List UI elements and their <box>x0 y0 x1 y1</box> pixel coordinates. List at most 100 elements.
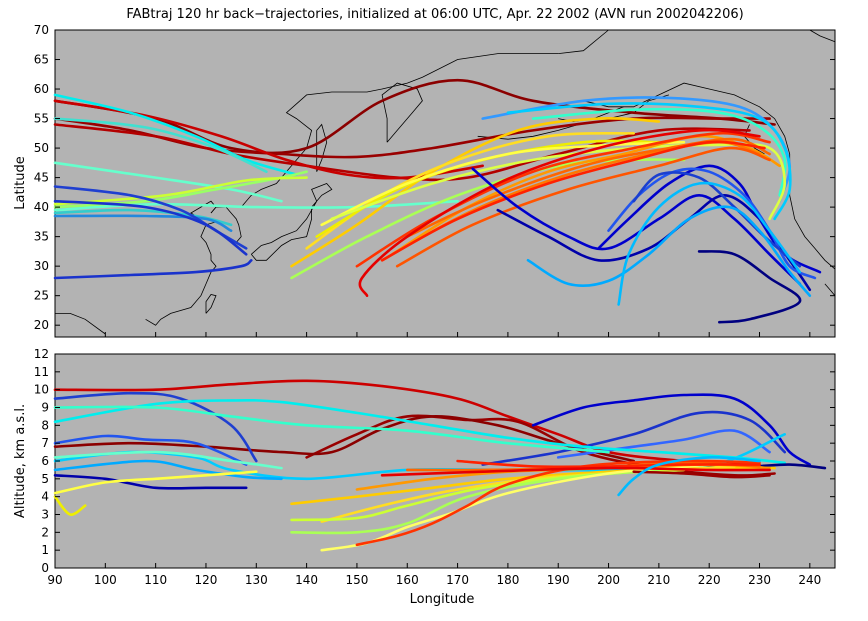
latitude-trajectory-32 <box>471 167 802 286</box>
latitude-trajectory-39 <box>697 250 802 324</box>
latitude-trajectory-10 <box>53 161 283 203</box>
altitude-tick-label: 3 <box>41 508 49 522</box>
latitude-trajectory-38 <box>617 181 802 306</box>
latitude-trajectory-12 <box>53 176 308 206</box>
latitude-tick-labels: 20 25 30 35 40 45 50 55 60 65 70 <box>34 23 835 337</box>
altitude-trajectory-27 <box>380 466 771 477</box>
coastline-3 <box>250 183 333 261</box>
altitude-trajectory-11 <box>53 398 786 465</box>
latitude-tick-label: 70 <box>34 23 49 37</box>
coastline-16 <box>809 29 836 43</box>
latitude-trajectory-15 <box>53 214 233 232</box>
latitude-trajectory-14 <box>53 208 233 227</box>
latitude-trajectory-17 <box>53 199 248 256</box>
latitude-trajectory-4 <box>53 99 484 180</box>
longitude-tick-label: 100 <box>94 573 117 587</box>
latitude-trajectory-31 <box>358 128 761 297</box>
latitude-trajectory-19 <box>290 116 661 268</box>
latitude-tick-label: 30 <box>34 259 49 273</box>
latitude-trajectory-27 <box>406 137 771 238</box>
longitude-tick-label: 150 <box>345 573 368 587</box>
longitude-axis-label: Longitude <box>410 592 475 607</box>
longitude-tick-label: 110 <box>144 573 167 587</box>
coastline-7 <box>145 200 217 326</box>
chart-title: FABtraj 120 hr back−trajectories, initia… <box>126 7 743 22</box>
latitude-tick-label: 45 <box>34 171 49 185</box>
longitude-tick-label: 210 <box>647 573 670 587</box>
latitude-trajectory-7 <box>531 107 787 197</box>
latitude-trajectory-37 <box>526 205 812 297</box>
latitude-trajectory-22 <box>320 140 686 227</box>
latitude-trajectories <box>53 78 822 324</box>
latitude-trajectory-9 <box>53 117 268 173</box>
altitude-trajectories <box>53 379 827 552</box>
latitude-tick-label: 50 <box>34 141 49 155</box>
altitude-trajectory-10 <box>53 459 283 481</box>
altitude-trajectory-4 <box>53 391 258 463</box>
longitude-tick-label: 190 <box>547 573 570 587</box>
altitude-tick-label: 9 <box>41 401 49 415</box>
coastline-1 <box>240 53 559 208</box>
altitude-tick-label: 7 <box>41 436 49 450</box>
latitude-trajectory-1 <box>53 78 776 155</box>
latitude-trajectory-8 <box>53 93 298 176</box>
latitude-tick-label: 40 <box>34 200 49 214</box>
latitude-trajectory-6 <box>506 102 792 221</box>
longitude-tick-label: 140 <box>295 573 318 587</box>
altitude-tick-label: 6 <box>41 454 49 468</box>
latitude-axis-label: Latitude <box>13 156 28 210</box>
latitude-tick-label: 35 <box>34 230 49 244</box>
altitude-trajectory-28 <box>632 470 771 479</box>
altitude-trajectory-6 <box>481 410 786 466</box>
coastline-9 <box>558 29 609 54</box>
latitude-tick-label: 55 <box>34 112 49 126</box>
altitude-tick-label: 2 <box>41 525 49 539</box>
latitude-tick-label: 20 <box>34 318 49 332</box>
altitude-trajectory-1 <box>53 379 761 466</box>
longitude-tick-label: 220 <box>698 573 721 587</box>
latitude-trajectory-30 <box>380 140 766 262</box>
altitude-tick-label: 8 <box>41 418 49 432</box>
altitude-tick-label: 1 <box>41 543 49 557</box>
longitude-tick-label: 200 <box>597 573 620 587</box>
latitude-tick-label: 25 <box>34 289 49 303</box>
longitude-tick-labels: 90 100 110 120 130 140 150 160 170 180 190 200 210 22… <box>47 563 821 587</box>
longitude-tick-label: 240 <box>798 573 821 587</box>
altitude-trajectory-13 <box>53 450 283 470</box>
altitude-tick-label: 0 <box>41 561 49 575</box>
altitude-trajectory-26 <box>456 459 761 469</box>
altitude-tick-label: 5 <box>41 472 49 486</box>
altitude-tick-label: 10 <box>34 383 49 397</box>
longitude-tick-label: 230 <box>748 573 771 587</box>
top-plot-area <box>54 29 836 338</box>
altitude-tick-label: 4 <box>41 490 49 504</box>
longitude-tick-label: 130 <box>245 573 268 587</box>
altitude-trajectory-12 <box>53 405 610 454</box>
altitude-trajectory-2 <box>305 414 776 477</box>
altitude-trajectory-14 <box>53 474 248 490</box>
longitude-tick-label: 120 <box>195 573 218 587</box>
altitude-trajectory-17 <box>53 495 87 516</box>
altitude-trajectory-16 <box>53 470 258 495</box>
coastline-5 <box>210 206 242 243</box>
coastline-2 <box>381 82 423 143</box>
coastline-8 <box>205 294 217 314</box>
coastline-15 <box>824 283 836 296</box>
longitude-tick-label: 160 <box>396 573 419 587</box>
altitude-trajectory-29 <box>617 456 761 497</box>
coastline-4 <box>316 123 328 172</box>
altitude-trajectory-7 <box>53 434 248 466</box>
latitude-trajectory-28 <box>395 146 771 268</box>
latitude-trajectory-29 <box>355 131 771 268</box>
coastline-6 <box>55 313 106 335</box>
altitude-tick-label: 11 <box>34 365 49 379</box>
longitude-tick-label: 90 <box>47 573 62 587</box>
altitude-trajectory-5 <box>531 393 812 466</box>
altitude-tick-label: 12 <box>34 347 49 361</box>
altitude-trajectory-21 <box>290 468 661 535</box>
latitude-panel: 20 25 30 35 40 45 50 55 60 65 70 Latitude <box>13 23 836 338</box>
longitude-tick-label: 170 <box>446 573 469 587</box>
